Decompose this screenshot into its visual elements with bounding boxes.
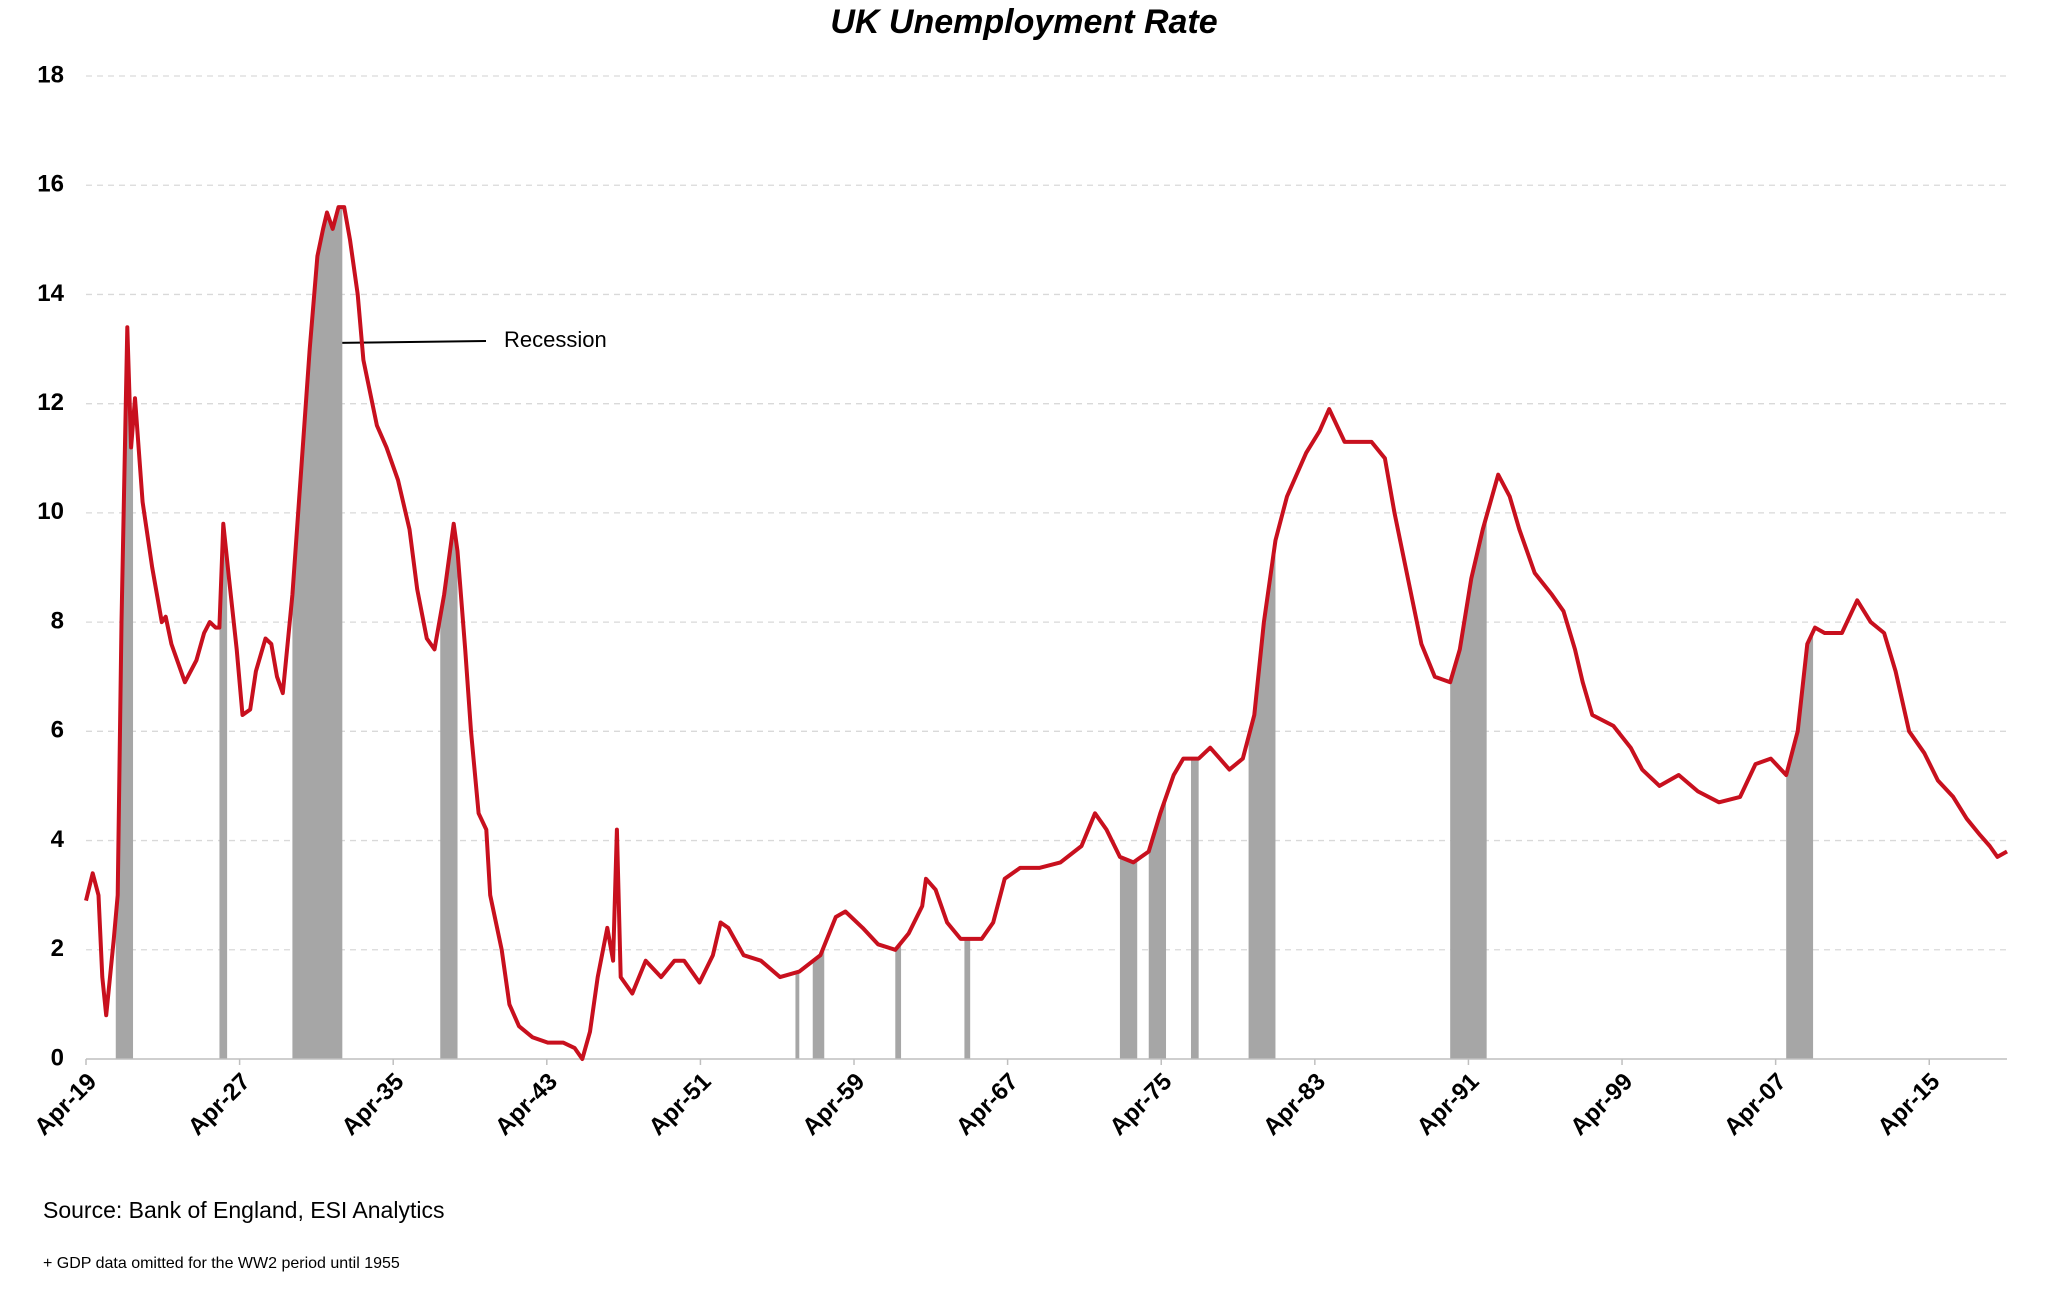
data-line [84, 205, 2008, 1061]
x-tick-label: Apr-91 [1412, 1068, 1485, 1141]
recession-band [1119, 856, 1138, 1059]
x-tick-label: Apr-67 [951, 1068, 1024, 1141]
x-tick-label: Apr-15 [1873, 1068, 1946, 1141]
recession-band [1248, 540, 1276, 1059]
y-tick-label: 12 [37, 389, 64, 416]
recession-band [1190, 758, 1199, 1059]
source: Source: Bank of England, ESI Analytics [43, 1197, 444, 1223]
x-tick-label: Apr-51 [644, 1068, 717, 1141]
recession-band [812, 945, 825, 1059]
recession-band [440, 523, 458, 1059]
y-tick-label: 8 [51, 607, 64, 634]
y-tick-label: 6 [51, 717, 64, 744]
y-tick-label: 18 [37, 61, 64, 88]
recession-band [964, 938, 971, 1059]
annotation: Recession [504, 327, 607, 352]
chart-title: UK Unemployment Rate [830, 3, 1217, 41]
x-tick-label: Apr-43 [490, 1068, 563, 1141]
x-tick-label: Apr-75 [1104, 1068, 1177, 1141]
x-tick-label: Apr-27 [183, 1068, 256, 1141]
annotation-line [328, 340, 487, 344]
y-tick-label: 16 [37, 171, 64, 198]
y-tick-label: 0 [51, 1044, 64, 1071]
footnote: + GDP data omitted for the WW2 period un… [43, 1255, 400, 1272]
x-tick-label: Apr-83 [1258, 1068, 1331, 1141]
y-tick-label: 14 [37, 280, 64, 307]
recession-band [1786, 631, 1814, 1059]
y-tick-label: 4 [51, 826, 65, 853]
recession-band [895, 942, 902, 1059]
recession-band [219, 523, 228, 1059]
recession-band [115, 327, 134, 1059]
recession-band [795, 971, 800, 1059]
recession-band [1148, 796, 1167, 1059]
y-tick-label: 10 [37, 498, 64, 525]
x-tick-label: Apr-35 [336, 1068, 409, 1141]
y-tick-label: 2 [51, 935, 64, 962]
x-tick-label: Apr-59 [797, 1068, 870, 1141]
x-tick-label: Apr-99 [1565, 1068, 1638, 1141]
x-tick-label: Apr-19 [29, 1068, 102, 1141]
x-tick-label: Apr-07 [1719, 1068, 1792, 1141]
recession-band [292, 207, 343, 1060]
